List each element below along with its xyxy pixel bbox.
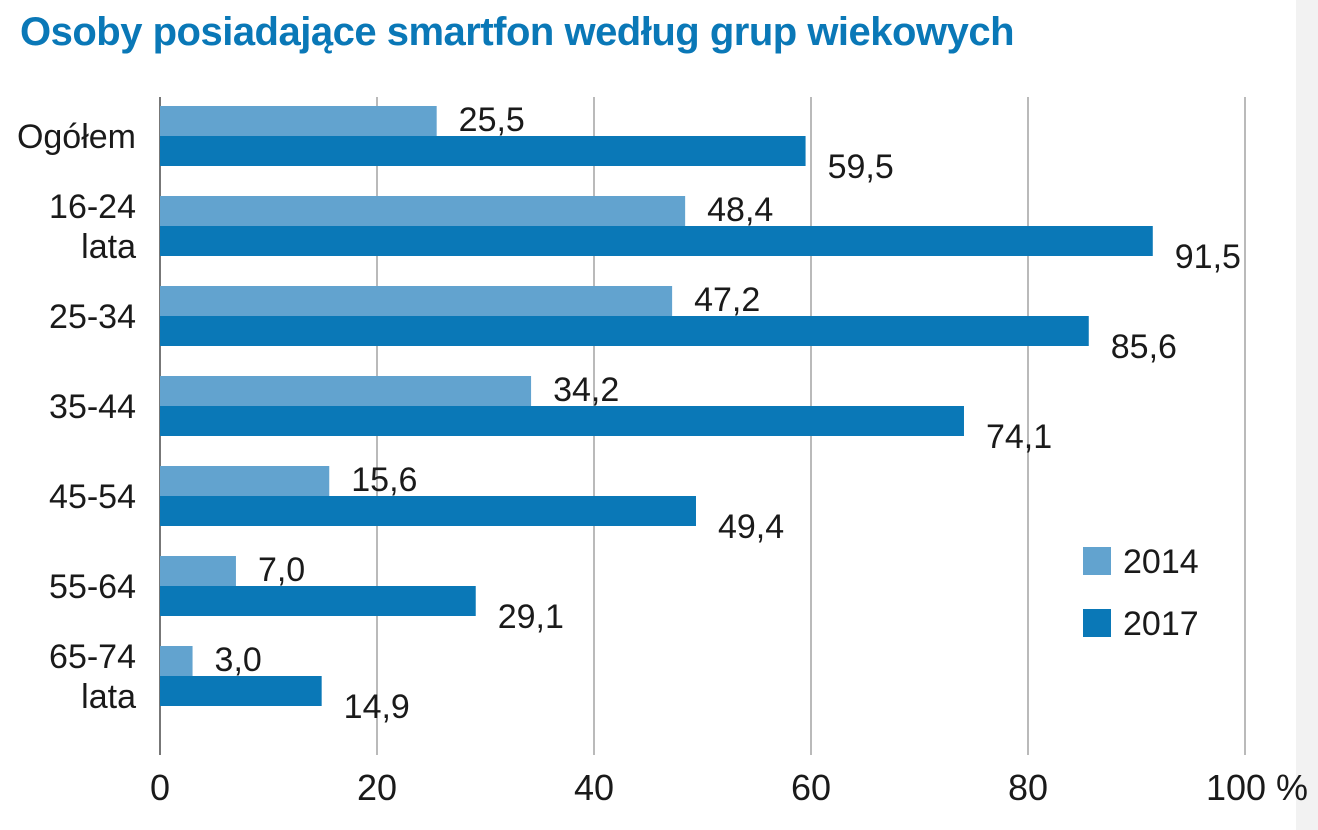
x-tick-label: 60 <box>791 767 831 808</box>
category-label: 65-74 <box>49 638 136 676</box>
category-label: lata <box>81 228 136 266</box>
value-label-2014: 34,2 <box>553 371 619 409</box>
x-tick-label: 100 % <box>1206 767 1308 808</box>
value-label-2014: 47,2 <box>694 281 760 319</box>
bar-2017 <box>160 676 322 706</box>
bar-2017 <box>160 136 806 166</box>
value-label-2017: 74,1 <box>986 418 1052 456</box>
legend-label-2014: 2014 <box>1123 543 1199 581</box>
value-label-2014: 7,0 <box>258 551 305 589</box>
bars <box>160 106 1153 706</box>
bar-2014 <box>160 646 193 676</box>
category-label: 55-64 <box>49 568 136 606</box>
value-labels: 25,5 59,5 48,4 91,5 47,2 85,6 34,2 74,1 15,6 49,4… <box>215 101 1241 726</box>
value-label-2017: 91,5 <box>1175 238 1241 276</box>
legend-swatch-2014 <box>1083 547 1111 575</box>
bar-2014 <box>160 196 686 226</box>
bar-2017 <box>160 406 964 436</box>
bar-2014 <box>160 286 673 316</box>
category-label: Ogółem <box>17 118 136 156</box>
value-label-2014: 15,6 <box>351 461 417 499</box>
bar-2014 <box>160 106 437 136</box>
x-tick-label: 0 <box>150 767 170 808</box>
legend: 2014 2017 <box>1083 543 1199 643</box>
value-label-2014: 3,0 <box>215 641 262 679</box>
x-tick-label: 40 <box>574 767 614 808</box>
category-labels: Ogółem16-24lata25-3435-4445-5455-6465-74… <box>17 118 136 716</box>
bar-2017 <box>160 586 476 616</box>
bar-2017 <box>160 496 696 526</box>
category-label: 16-24 <box>49 188 136 226</box>
bar-2014 <box>160 466 330 496</box>
category-label: lata <box>81 678 136 716</box>
value-label-2017: 14,9 <box>344 688 410 726</box>
bar-2014 <box>160 556 236 586</box>
x-axis-tick-labels: 0 20 40 60 80 100 % <box>150 767 1308 808</box>
legend-swatch-2017 <box>1083 609 1111 637</box>
x-tick-label: 20 <box>357 767 397 808</box>
legend-label-2017: 2017 <box>1123 605 1199 643</box>
value-label-2014: 48,4 <box>707 191 773 229</box>
bar-2017 <box>160 226 1153 256</box>
value-label-2014: 25,5 <box>459 101 525 139</box>
value-label-2017: 85,6 <box>1111 328 1177 366</box>
category-label: 45-54 <box>49 478 136 516</box>
bar-2014 <box>160 376 532 406</box>
value-label-2017: 49,4 <box>718 508 784 546</box>
value-label-2017: 29,1 <box>498 598 564 636</box>
x-tick-label: 80 <box>1008 767 1048 808</box>
value-label-2017: 59,5 <box>828 148 894 186</box>
bar-2017 <box>160 316 1089 346</box>
category-label: 25-34 <box>49 298 136 336</box>
chart-title: Osoby posiadające smartfon według grup w… <box>20 10 1015 54</box>
right-edge-strip <box>1296 0 1318 830</box>
category-label: 35-44 <box>49 388 136 426</box>
